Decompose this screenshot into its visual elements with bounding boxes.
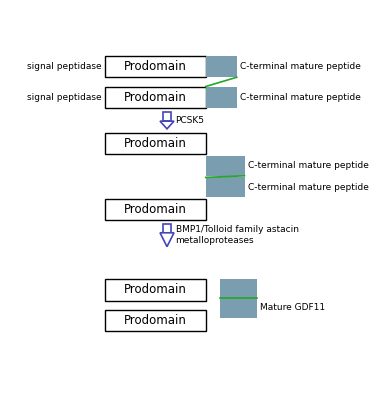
Bar	[105, 133, 206, 154]
Text: Prodomain: Prodomain	[124, 60, 187, 73]
Text: Mature GDF11: Mature GDF11	[260, 303, 325, 312]
Polygon shape	[160, 121, 174, 129]
Text: signal peptidase: signal peptidase	[27, 62, 102, 71]
Text: Prodomain: Prodomain	[124, 203, 187, 216]
Bar	[105, 56, 206, 77]
Text: Prodomain: Prodomain	[124, 283, 187, 296]
Bar	[206, 177, 245, 197]
Text: Prodomain: Prodomain	[124, 137, 187, 150]
Bar	[220, 279, 257, 298]
Bar	[163, 112, 171, 121]
Polygon shape	[160, 233, 174, 247]
Bar	[206, 86, 237, 108]
Text: C-terminal mature peptide: C-terminal mature peptide	[240, 62, 361, 71]
Text: Prodomain: Prodomain	[124, 314, 187, 327]
Text: PCSK5: PCSK5	[176, 116, 204, 125]
Bar	[220, 298, 257, 318]
Text: Prodomain: Prodomain	[124, 91, 187, 104]
Text: C-terminal mature peptide: C-terminal mature peptide	[248, 161, 369, 170]
Text: signal peptidase: signal peptidase	[27, 93, 102, 102]
Bar	[105, 310, 206, 331]
Bar	[105, 279, 206, 300]
Bar	[163, 224, 171, 233]
Text: C-terminal mature peptide: C-terminal mature peptide	[248, 183, 369, 192]
Text: BMP1/Tolloid family astacin
metalloproteases: BMP1/Tolloid family astacin metalloprote…	[176, 226, 298, 245]
Bar	[206, 156, 245, 176]
Text: C-terminal mature peptide: C-terminal mature peptide	[240, 93, 361, 102]
Bar	[206, 56, 237, 77]
Bar	[105, 86, 206, 108]
Bar	[105, 199, 206, 220]
